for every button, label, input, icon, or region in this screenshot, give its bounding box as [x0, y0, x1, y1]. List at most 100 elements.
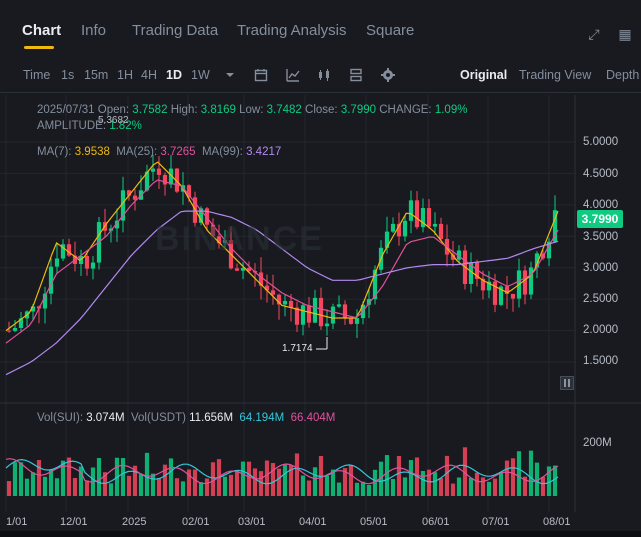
ohlc-amplitude: 1.82% [109, 120, 142, 132]
tab-info[interactable]: Info [81, 22, 107, 39]
candle-body [282, 300, 288, 305]
volume-bar [420, 470, 426, 496]
interval-time[interactable]: Time [23, 68, 51, 82]
volume-bar [426, 469, 432, 496]
price-tick: 4.5000 [583, 168, 619, 180]
candle-body [120, 190, 126, 221]
vol-ma10-value: 66.404M [290, 412, 336, 424]
ohlc-change: 1.09% [434, 104, 468, 116]
expand-icon[interactable]: ⤢ [588, 26, 600, 42]
ma7-value: 3.9538 [74, 146, 110, 158]
volume-bar [54, 478, 60, 496]
ohlc-high: 3.8169 [200, 104, 236, 116]
volume-bar [42, 476, 48, 496]
view-original[interactable]: Original [460, 68, 508, 82]
candle-body [534, 253, 540, 268]
volume-bar [228, 474, 234, 496]
volume-bar [354, 482, 360, 496]
candle-body [390, 223, 396, 232]
vol-ma5-value: 64.194M [239, 412, 285, 424]
main-tabs: Chart Info Trading Data Trading Analysis… [0, 0, 641, 62]
interval-1d[interactable]: 1D [166, 68, 182, 82]
ma99-value: 3.4217 [246, 146, 282, 158]
indicator-icon[interactable] [285, 67, 301, 83]
ma25-value: 3.7265 [160, 146, 196, 158]
volume-bar [288, 465, 294, 496]
volume-bar [162, 464, 168, 496]
date-tick: 12/01 [60, 516, 88, 528]
price-tick: 2.5000 [583, 293, 619, 305]
candle-body [420, 208, 426, 228]
volume-bar [150, 473, 156, 496]
candle-body [168, 168, 174, 185]
volume-bar [336, 482, 342, 496]
volume-bar [246, 461, 252, 496]
tab-trading-analysis[interactable]: Trading Analysis [237, 22, 347, 39]
view-depth[interactable]: Depth [606, 68, 640, 82]
volume-bar [96, 458, 102, 496]
candle-body [150, 168, 156, 172]
amplitude-info: AMPLITUDE: 1.82% [37, 120, 142, 132]
tab-square[interactable]: Square [366, 22, 415, 39]
candle-body [414, 200, 420, 228]
ohlc-close: 3.7990 [340, 104, 377, 116]
volume-bar [210, 462, 216, 496]
volume-bar [30, 472, 36, 496]
candle-body [54, 258, 60, 267]
watermark: BINANCE [155, 220, 324, 258]
price-tick: 4.0000 [583, 199, 619, 211]
volume-bar [66, 457, 72, 496]
volume-bar [546, 466, 552, 496]
interval-15m[interactable]: 15m [84, 68, 109, 82]
volume-bar [12, 462, 18, 496]
tab-trading-data[interactable]: Trading Data [132, 22, 219, 39]
volume-bar [84, 480, 90, 496]
view-trading-view[interactable]: Trading View [519, 68, 592, 82]
candle-body [366, 299, 372, 305]
candle-body [186, 185, 192, 198]
high-annotation: 5.3682 [98, 115, 129, 126]
calendar-icon[interactable] [253, 67, 269, 83]
candle-body [294, 307, 300, 325]
price-tick: 5.0000 [583, 136, 619, 148]
volume-bar [480, 477, 486, 496]
candle-body [330, 306, 336, 324]
layout-icon[interactable] [348, 67, 364, 83]
volume-bar [108, 483, 114, 496]
volume-bar [444, 455, 450, 496]
volume-bar [120, 458, 126, 496]
volume-bar [510, 458, 516, 496]
candle-body [210, 224, 216, 237]
interval-1s[interactable]: 1s [61, 68, 75, 82]
interval-1w[interactable]: 1W [191, 68, 210, 82]
candle-body [546, 241, 552, 259]
volume-bar [486, 481, 492, 496]
candle-body [204, 208, 210, 225]
candle-body [552, 210, 558, 242]
dropdown-caret-icon[interactable] [222, 67, 238, 83]
candle-body [144, 171, 150, 191]
auto-scale-icon[interactable] [560, 376, 574, 390]
settings-gear-icon[interactable] [380, 67, 396, 83]
volume-bar [270, 463, 276, 496]
candle-body [240, 268, 246, 271]
date-tick: 05/01 [360, 516, 388, 528]
volume-bar [360, 481, 366, 496]
candle-body [216, 236, 222, 244]
candle-body [60, 244, 66, 259]
tab-chart[interactable]: Chart [22, 22, 62, 39]
grid-layout-icon[interactable]: ▦ [618, 26, 632, 42]
candle-body [528, 267, 534, 295]
volume-bar [126, 475, 132, 496]
last-price-badge: 3.7990 [577, 210, 623, 228]
volume-bar [282, 464, 288, 496]
interval-1h[interactable]: 1H [117, 68, 133, 82]
candle-body [6, 330, 12, 332]
candle-body [474, 262, 480, 279]
candle-body [438, 223, 444, 239]
volume-bar [252, 468, 258, 496]
volume-bar [294, 453, 300, 496]
interval-4h[interactable]: 4H [141, 68, 157, 82]
candle-type-icon[interactable] [316, 67, 332, 83]
